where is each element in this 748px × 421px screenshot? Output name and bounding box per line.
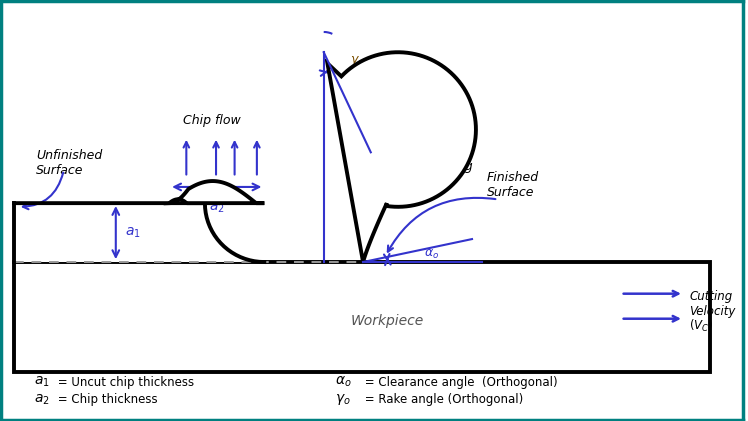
Text: Finished
Surface: Finished Surface — [487, 171, 539, 199]
Text: = Rake angle (Orthogonal): = Rake angle (Orthogonal) — [361, 393, 523, 406]
Text: $\gamma_o$: $\gamma_o$ — [350, 54, 364, 68]
Text: Cutting: Cutting — [689, 290, 732, 303]
Text: $a_2$: $a_2$ — [34, 392, 50, 407]
Polygon shape — [14, 262, 710, 373]
Text: $a_1$: $a_1$ — [125, 225, 141, 240]
Text: $a_1$: $a_1$ — [34, 375, 50, 389]
Text: $a_2$: $a_2$ — [209, 200, 224, 215]
Text: $(V_C)$: $(V_C)$ — [689, 318, 714, 334]
Text: = Chip thickness: = Chip thickness — [54, 393, 158, 406]
Text: $\alpha_o$: $\alpha_o$ — [335, 375, 352, 389]
Text: = Clearance angle  (Orthogonal): = Clearance angle (Orthogonal) — [361, 376, 557, 389]
Polygon shape — [328, 52, 476, 262]
Text: Cutting
Tool: Cutting Tool — [428, 160, 473, 188]
Polygon shape — [14, 203, 264, 262]
Text: Unfinished
Surface: Unfinished Surface — [37, 149, 102, 177]
Text: $\alpha_o$: $\alpha_o$ — [424, 248, 439, 261]
Text: = Uncut chip thickness: = Uncut chip thickness — [54, 376, 194, 389]
Text: Workpiece: Workpiece — [350, 314, 423, 328]
Text: $\gamma_o$: $\gamma_o$ — [335, 392, 351, 407]
Polygon shape — [169, 181, 264, 203]
Text: Chip flow: Chip flow — [183, 114, 241, 127]
Text: Velocity: Velocity — [689, 305, 735, 318]
